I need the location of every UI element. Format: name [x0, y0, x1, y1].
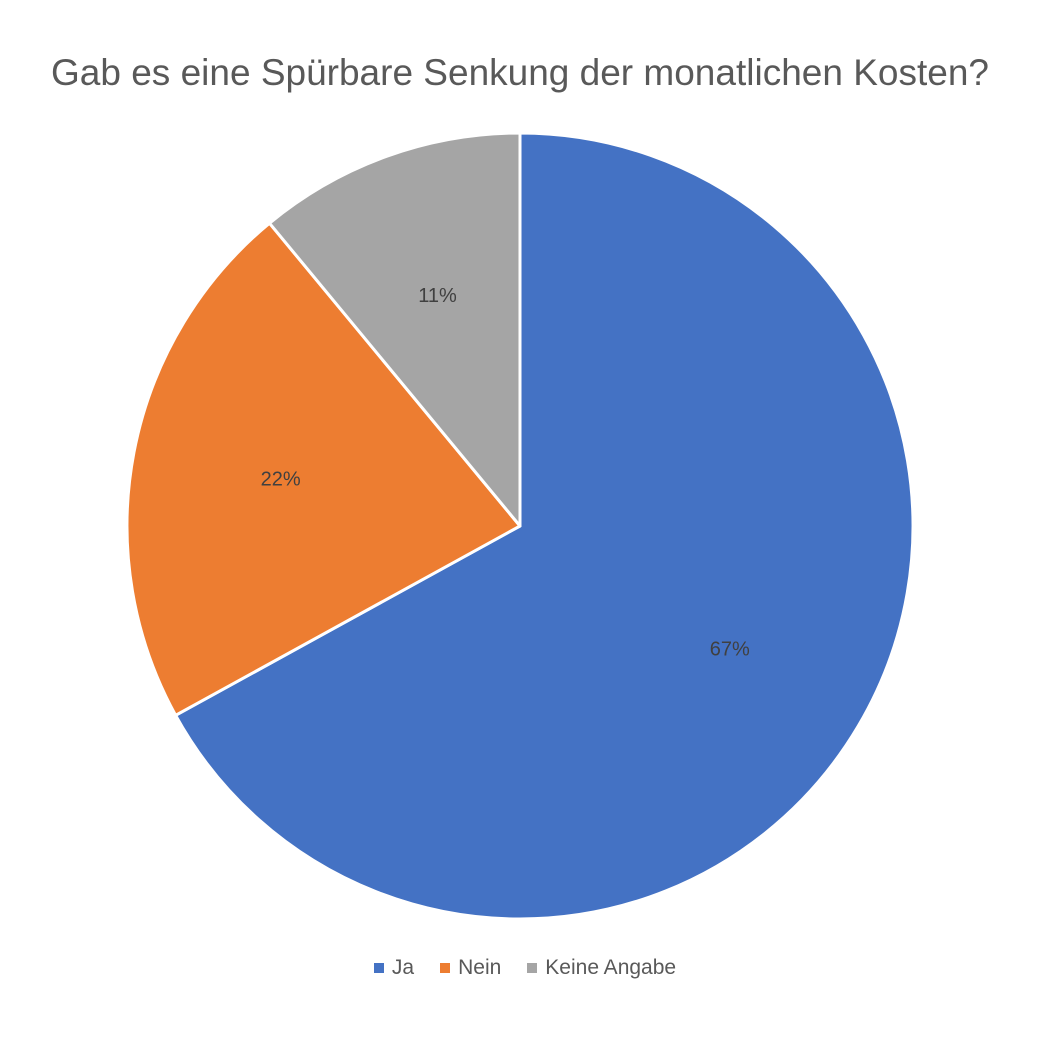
legend-item-keine-angabe: Keine Angabe — [527, 956, 676, 980]
data-label-keine-angabe: 11% — [418, 285, 457, 307]
legend-label-nein: Nein — [458, 956, 502, 979]
legend-item-ja: Ja — [373, 956, 415, 980]
data-label-ja: 67% — [710, 638, 750, 660]
legend: Ja Nein Keine Angabe — [0, 956, 1050, 980]
legend-label-ja: Ja — [391, 956, 415, 979]
legend-swatch-ja — [373, 963, 384, 973]
legend-item-nein: Nein — [440, 956, 501, 980]
legend-swatch-nein — [440, 963, 451, 973]
data-label-nein: 22% — [261, 469, 301, 491]
legend-label-keine-angabe: Keine Angabe — [545, 956, 677, 979]
pie-slice-keine-angabe — [267, 131, 522, 528]
pie-slice-nein — [125, 221, 522, 717]
legend-swatch-keine-angabe — [527, 963, 538, 973]
pie-slice-ja — [174, 131, 915, 921]
chart-title: Gab es eine Spürbare Senkung der monatli… — [51, 52, 989, 93]
